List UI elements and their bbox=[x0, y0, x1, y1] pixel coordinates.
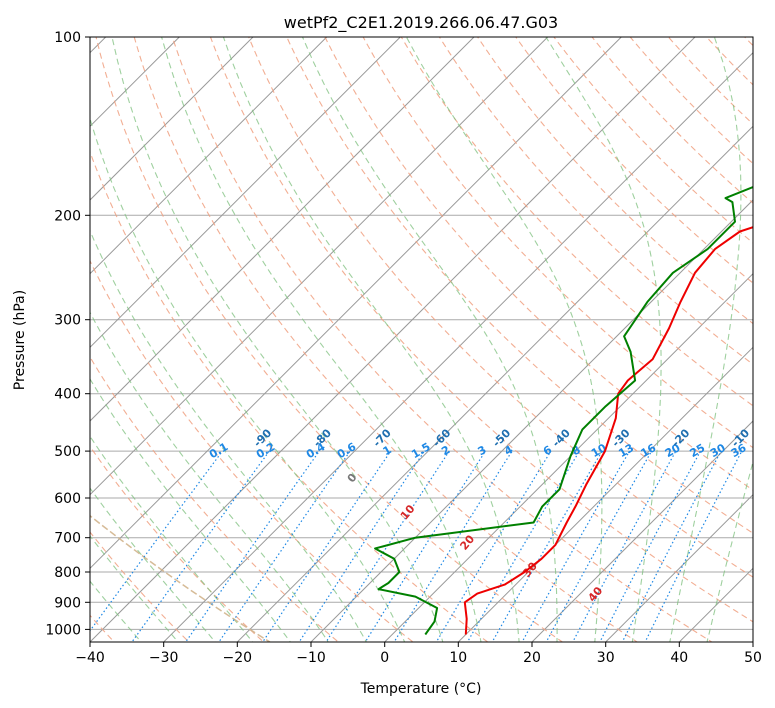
background-lines bbox=[90, 37, 753, 642]
moist-adiabat-line bbox=[545, 37, 662, 642]
dry-adiabat-line bbox=[90, 259, 414, 642]
y-axis-title: Pressure (hPa) bbox=[12, 290, 28, 390]
moist-adiabat-line bbox=[111, 37, 444, 642]
x-tick-label: −30 bbox=[149, 650, 179, 666]
y-tick-label: 100 bbox=[54, 30, 81, 46]
moist-adiabat-line bbox=[90, 229, 367, 642]
dry-adiabat-line bbox=[629, 37, 753, 165]
x-tick-label: −20 bbox=[223, 650, 253, 666]
dry-adiabat-line bbox=[90, 150, 489, 642]
dry-adiabat-line bbox=[362, 37, 753, 449]
isotherm-line bbox=[90, 37, 475, 422]
isotherm-line bbox=[90, 37, 696, 642]
mixing-ratio-line bbox=[491, 450, 603, 642]
y-tick-label: 200 bbox=[54, 208, 81, 224]
y-tick-label: 300 bbox=[54, 313, 81, 329]
mixing-ratio-line bbox=[262, 450, 392, 642]
dry-adiabat-line bbox=[286, 37, 753, 534]
moist-adiabat-line bbox=[90, 116, 406, 642]
isotherm-line bbox=[531, 420, 753, 642]
plot-frame bbox=[89, 36, 754, 643]
dry-adiabat-line bbox=[171, 37, 713, 642]
y-tick-label: 500 bbox=[54, 444, 81, 460]
x-tick-label: 0 bbox=[380, 650, 389, 666]
x-tick-label: −10 bbox=[296, 650, 326, 666]
mixing-ratio-line bbox=[466, 450, 580, 642]
plot-background bbox=[90, 37, 753, 642]
moist-adiabat-line bbox=[90, 535, 179, 642]
y-tick-label: 1000 bbox=[45, 622, 81, 638]
sounding-series bbox=[374, 185, 753, 636]
x-tick-label: −40 bbox=[75, 650, 105, 666]
y-tick-label: 600 bbox=[54, 491, 81, 507]
dry-adiabat-line bbox=[248, 37, 753, 578]
moist-adiabat-line bbox=[90, 487, 217, 642]
x-tick-label: 10 bbox=[449, 650, 467, 666]
dewpoint-line bbox=[374, 185, 753, 636]
isotherm-line bbox=[310, 199, 753, 642]
moist-adiabat-line bbox=[161, 37, 482, 642]
mixing-ratio-line bbox=[298, 450, 425, 642]
moist-adiabat-line bbox=[301, 37, 558, 642]
axes: −40 −30 −20 −10 0 10 20 30 40 50 100 200 300 400 500 60… bbox=[45, 30, 762, 666]
dry-adiabat-line bbox=[95, 37, 564, 642]
y-tick-label: 700 bbox=[54, 531, 81, 547]
mixing-ratio-line bbox=[184, 450, 320, 642]
isotherm-line bbox=[90, 37, 254, 201]
moist-adiabat-line bbox=[90, 435, 254, 642]
dry-adiabat-line bbox=[90, 445, 265, 642]
isotherm-line bbox=[163, 51, 753, 642]
y-tick-label: 900 bbox=[54, 595, 81, 611]
isotherm-line bbox=[236, 125, 753, 642]
y-tick-label: 800 bbox=[54, 565, 81, 581]
x-tick-label: 50 bbox=[744, 650, 762, 666]
mixing-ratio-line bbox=[545, 450, 653, 642]
moist-adiabat-line bbox=[90, 377, 291, 642]
moist-adiabat-line bbox=[90, 311, 329, 642]
isotherm-line bbox=[457, 346, 753, 642]
x-tick-label: 20 bbox=[523, 650, 541, 666]
x-tick-label: 30 bbox=[597, 650, 615, 666]
moist-adiabat-line bbox=[669, 37, 742, 642]
temperature-line bbox=[463, 226, 753, 635]
mixing-ratio-line bbox=[131, 450, 270, 642]
isotherm-line bbox=[90, 37, 549, 496]
mixing-ratio-line bbox=[435, 450, 552, 642]
isotherm-line bbox=[384, 272, 753, 642]
isotherm-line bbox=[90, 37, 622, 570]
dry-adiabat-line bbox=[476, 37, 753, 325]
isotherm-line bbox=[90, 37, 401, 349]
chart-title: wetPf2_C2E1.2019.266.06.47.G03 bbox=[284, 13, 558, 33]
moist-adiabat-line bbox=[222, 37, 520, 642]
dry-adiabat-line bbox=[324, 37, 753, 491]
mixing-ratio-line bbox=[644, 450, 743, 642]
moist-adiabat-line bbox=[405, 37, 603, 642]
reference-adiabat-line bbox=[90, 514, 272, 642]
isotherm-line bbox=[605, 493, 753, 642]
dry-adiabat-line bbox=[438, 37, 753, 366]
mixing-ratio-line bbox=[218, 450, 351, 642]
y-tick-label: 400 bbox=[54, 387, 81, 403]
x-axis-title: Temperature (°C) bbox=[360, 681, 482, 697]
moist-adiabat-line bbox=[706, 459, 753, 642]
x-tick-label: 40 bbox=[670, 650, 688, 666]
dry-adiabat-line bbox=[133, 37, 639, 642]
isotherm-line bbox=[90, 37, 328, 275]
dry-adiabat-line bbox=[667, 37, 753, 125]
moist-adiabat-line bbox=[90, 580, 142, 642]
